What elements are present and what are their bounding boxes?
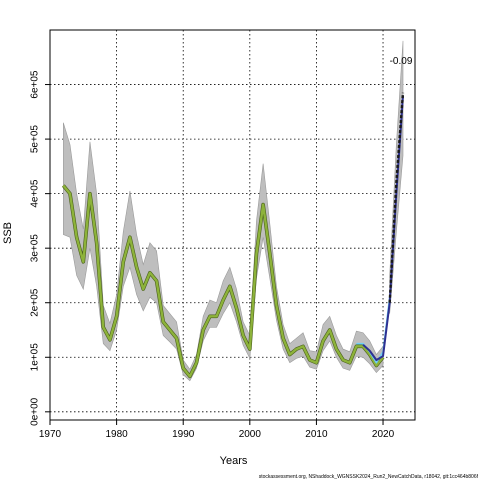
y-tick-label: 5e+05 <box>30 125 41 154</box>
x-tick-label: 1990 <box>172 429 195 440</box>
x-tick-label: 2020 <box>372 429 395 440</box>
axes: 1970 1980 1990 2000 2010 2020 0e+00 1e+05 2e+05 3… <box>30 70 395 440</box>
retro-rho-annotation: -0.09 <box>390 56 413 67</box>
y-tick-label: 4e+05 <box>30 179 41 208</box>
y-tick-label: 2e+05 <box>30 288 41 317</box>
forecast-line <box>388 92 405 303</box>
y-axis-title: SSB <box>2 222 14 244</box>
series-lines <box>61 92 405 379</box>
grid-lines <box>49 30 415 420</box>
y-tick-label: 6e+05 <box>30 70 41 99</box>
y-tick-label: 3e+05 <box>30 234 41 263</box>
x-tick-label: 2000 <box>239 429 262 440</box>
x-tick-label: 1970 <box>39 429 62 440</box>
y-tick-label: 0e+00 <box>30 397 41 426</box>
x-tick-label: 2010 <box>305 429 328 440</box>
x-tick-label: 1980 <box>105 429 128 440</box>
y-tick-label: 1e+05 <box>30 343 41 372</box>
source-caption: stockassessment.org, NShaddock_WGNSSK202… <box>259 474 479 480</box>
plot-frame <box>49 29 416 421</box>
x-axis-title: Years <box>220 455 248 467</box>
retro-series-line-dark <box>362 95 405 361</box>
main-series-line <box>62 184 384 378</box>
